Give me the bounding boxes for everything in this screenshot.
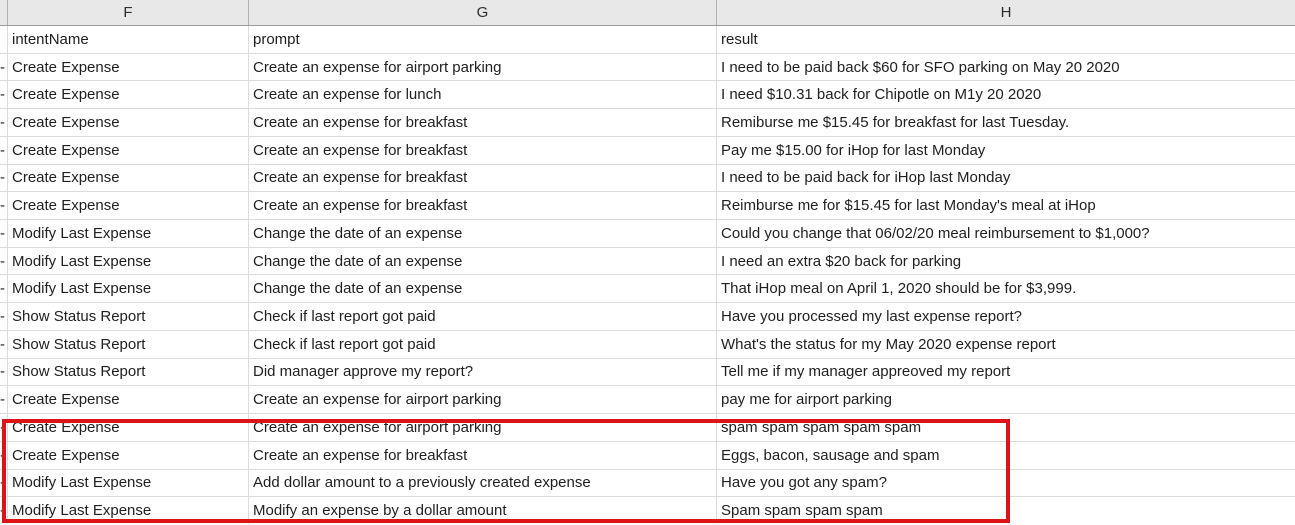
cell-intentname[interactable]: Create Expense (8, 109, 249, 136)
cell-e-spill[interactable]: - (0, 358, 8, 386)
cell-prompt[interactable]: Check if last report got paid (249, 330, 717, 358)
table-row: - Modify Last Expense Change the date of… (0, 275, 1295, 304)
table-row: - Show Status Report Check if last repor… (0, 303, 1295, 331)
cell-e-spill[interactable] (0, 26, 8, 53)
cell-result[interactable]: I need to be paid back $60 for SFO parki… (721, 58, 1120, 76)
cell-e-spill[interactable]: - (0, 414, 8, 441)
table-row: - Modify Last Expense Modify an expense … (0, 497, 1295, 524)
cell-intentname[interactable]: Modify Last Expense (8, 247, 249, 275)
cell-prompt[interactable]: Change the date of an expense (249, 220, 717, 247)
cell-e-spill[interactable]: - (0, 220, 8, 247)
table-row: - Modify Last Expense Change the date of… (0, 247, 1295, 276)
field-label-intentname[interactable]: intentName (8, 26, 249, 53)
cell-result[interactable]: Reimburse me for $15.45 for last Monday'… (721, 197, 1096, 215)
table-row: - Create Expense Create an expense for b… (0, 109, 1295, 137)
cell-e-spill[interactable]: - (0, 53, 8, 81)
cell-intentname[interactable]: Create Expense (8, 136, 249, 164)
cell-prompt[interactable]: Change the date of an expense (249, 275, 717, 303)
cell-prompt[interactable]: Create an expense for breakfast (249, 441, 717, 469)
sheet-body: intentName prompt result - Create Expens… (0, 26, 1295, 524)
cell-result[interactable]: Have you got any spam? (721, 474, 887, 492)
cell-result[interactable]: Eggs, bacon, sausage and spam (721, 446, 940, 464)
cell-intentname[interactable]: Create Expense (8, 441, 249, 469)
cell-result[interactable]: I need to be paid back for iHop last Mon… (721, 169, 1011, 187)
cell-result[interactable]: Have you processed my last expense repor… (721, 308, 1022, 326)
column-letter-header-row: F G H (0, 0, 1295, 26)
field-label-prompt[interactable]: prompt (249, 26, 717, 53)
table-row: - Modify Last Expense Add dollar amount … (0, 469, 1295, 498)
table-row: - Create Expense Create an expense for a… (0, 53, 1295, 82)
field-label-result[interactable]: result (721, 30, 758, 48)
cell-prompt[interactable]: Did manager approve my report? (249, 358, 717, 386)
table-row: - Create Expense Create an expense for a… (0, 414, 1295, 442)
table-row: - Create Expense Create an expense for b… (0, 441, 1295, 470)
cell-result[interactable]: Could you change that 06/02/20 meal reim… (721, 224, 1150, 242)
cell-prompt[interactable]: Create an expense for airport parking (249, 53, 717, 81)
cell-intentname[interactable]: Show Status Report (8, 358, 249, 386)
table-row: - Create Expense Create an expense for b… (0, 164, 1295, 193)
cell-e-spill[interactable]: - (0, 81, 8, 109)
cell-result[interactable]: spam spam spam spam spam (721, 418, 922, 436)
cell-prompt[interactable]: Create an expense for breakfast (249, 192, 717, 220)
cell-e-spill[interactable]: - (0, 303, 8, 330)
table-row: - Modify Last Expense Change the date of… (0, 220, 1295, 248)
cell-result[interactable]: Pay me $15.00 for iHop for last Monday (721, 141, 986, 159)
cell-e-spill[interactable]: - (0, 275, 8, 303)
cell-prompt[interactable]: Modify an expense by a dollar amount (249, 497, 717, 524)
field-label-row: intentName prompt result (0, 26, 1295, 54)
column-header-f[interactable]: F (8, 0, 249, 25)
column-header-e-sliver[interactable] (0, 0, 8, 25)
cell-prompt[interactable]: Add dollar amount to a previously create… (249, 469, 717, 497)
cell-result[interactable]: Remiburse me $15.45 for breakfast for la… (721, 114, 1070, 132)
cell-prompt[interactable]: Create an expense for breakfast (249, 164, 717, 192)
cell-intentname[interactable]: Show Status Report (8, 330, 249, 358)
column-header-g[interactable]: G (249, 0, 717, 25)
cell-prompt[interactable]: Create an expense for breakfast (249, 136, 717, 164)
column-header-h[interactable]: H (1000, 4, 1012, 21)
cell-result[interactable]: I need an extra $20 back for parking (721, 252, 962, 270)
cell-e-spill[interactable]: - (0, 469, 8, 497)
cell-intentname[interactable]: Create Expense (8, 386, 249, 414)
cell-intentname[interactable]: Create Expense (8, 164, 249, 192)
cell-intentname[interactable]: Modify Last Expense (8, 469, 249, 497)
cell-result[interactable]: Tell me if my manager appreoved my repor… (721, 363, 1011, 381)
cell-intentname[interactable]: Modify Last Expense (8, 275, 249, 303)
cell-intentname[interactable]: Modify Last Expense (8, 220, 249, 247)
cell-intentname[interactable]: Show Status Report (8, 303, 249, 330)
table-row: - Show Status Report Check if last repor… (0, 330, 1295, 359)
cell-result[interactable]: I need $10.31 back for Chipotle on M1y 2… (721, 86, 1042, 104)
cell-prompt[interactable]: Check if last report got paid (249, 303, 717, 330)
cell-e-spill[interactable]: - (0, 192, 8, 220)
cell-e-spill[interactable]: - (0, 386, 8, 414)
table-row: - Create Expense Create an expense for a… (0, 386, 1295, 415)
cell-e-spill[interactable]: - (0, 497, 8, 524)
table-row: - Create Expense Create an expense for b… (0, 136, 1295, 165)
cell-intentname[interactable]: Create Expense (8, 53, 249, 81)
cell-intentname[interactable]: Modify Last Expense (8, 497, 249, 524)
cell-prompt[interactable]: Create an expense for airport parking (249, 386, 717, 414)
cell-e-spill[interactable]: - (0, 109, 8, 136)
cell-intentname[interactable]: Create Expense (8, 192, 249, 220)
cell-e-spill[interactable]: - (0, 164, 8, 192)
cell-result[interactable]: pay me for airport parking (721, 391, 892, 409)
table-row: - Create Expense Create an expense for l… (0, 81, 1295, 110)
cell-e-spill[interactable]: - (0, 247, 8, 275)
cell-intentname[interactable]: Create Expense (8, 81, 249, 109)
cell-result[interactable]: What's the status for my May 2020 expens… (721, 335, 1056, 353)
cell-e-spill[interactable]: - (0, 136, 8, 164)
cell-prompt[interactable]: Change the date of an expense (249, 247, 717, 275)
cell-e-spill[interactable]: - (0, 441, 8, 469)
table-row: - Show Status Report Did manager approve… (0, 358, 1295, 387)
cell-prompt[interactable]: Create an expense for airport parking (249, 414, 717, 441)
table-row: - Create Expense Create an expense for b… (0, 192, 1295, 221)
cell-e-spill[interactable]: - (0, 330, 8, 358)
cell-intentname[interactable]: Create Expense (8, 414, 249, 441)
cell-result[interactable]: Spam spam spam spam (721, 502, 883, 520)
cell-prompt[interactable]: Create an expense for breakfast (249, 109, 717, 136)
cell-result[interactable]: That iHop meal on April 1, 2020 should b… (721, 280, 1077, 298)
cell-prompt[interactable]: Create an expense for lunch (249, 81, 717, 109)
